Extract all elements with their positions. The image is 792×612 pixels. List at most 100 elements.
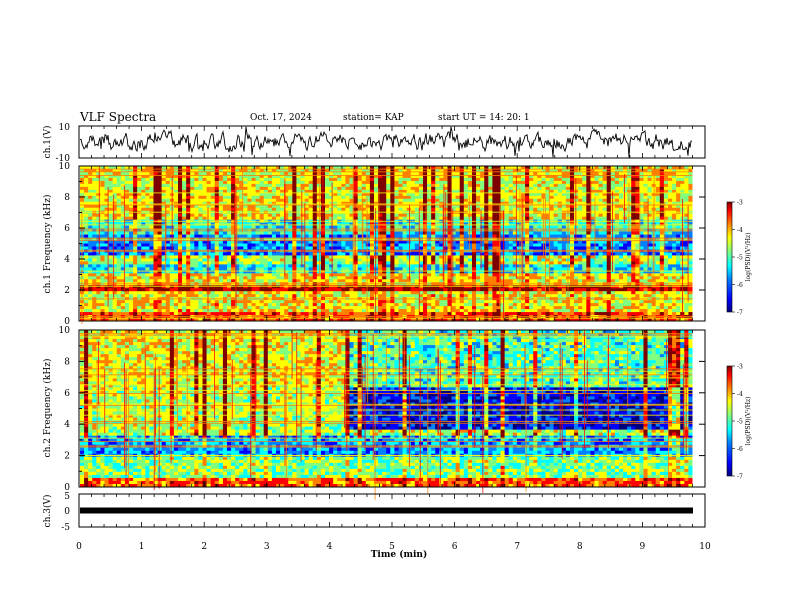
spectrogram-cell bbox=[153, 198, 158, 203]
spectrogram-cell bbox=[263, 192, 269, 197]
spectrogram-cell bbox=[316, 234, 322, 238]
spectrogram-cell bbox=[414, 312, 420, 316]
spectrogram-cell bbox=[378, 228, 383, 232]
spectrogram-cell bbox=[137, 300, 142, 304]
spectrogram-cell bbox=[357, 177, 363, 182]
spectrogram-cell bbox=[312, 189, 318, 194]
spectrogram-cell bbox=[206, 216, 212, 221]
spectrogram-cell bbox=[345, 309, 350, 313]
spectrogram-cell bbox=[390, 303, 395, 307]
spectrogram-cell bbox=[410, 174, 416, 179]
spectrogram-cell bbox=[227, 294, 232, 298]
spectrogram-cell bbox=[133, 201, 138, 206]
spectrogram-cell bbox=[247, 288, 252, 292]
spectrogram-cell bbox=[186, 216, 191, 221]
spectrogram-cell bbox=[324, 261, 330, 265]
spectrogram-cell bbox=[133, 264, 138, 268]
spectrogram-cell bbox=[394, 213, 399, 218]
spectrogram-cell bbox=[353, 243, 359, 247]
spectrogram-cell bbox=[243, 318, 248, 322]
spectrogram-cell bbox=[178, 186, 183, 191]
spectrogram-cell bbox=[255, 252, 261, 256]
spectrogram-cell bbox=[206, 267, 212, 271]
spectrogram-cell bbox=[382, 312, 387, 316]
spectrogram-cell bbox=[96, 303, 101, 307]
spectrogram-cell bbox=[288, 171, 293, 176]
spectrogram-cell bbox=[353, 198, 359, 203]
spectrogram-cell bbox=[157, 171, 163, 176]
spectrogram-cell bbox=[451, 255, 457, 259]
spectrogram-cell bbox=[435, 186, 440, 191]
spectrogram-cell bbox=[292, 252, 297, 256]
spectrogram-cell bbox=[394, 252, 399, 256]
spectrogram-cell bbox=[145, 225, 150, 229]
spectrogram-cell bbox=[157, 246, 163, 250]
spectrogram-cell bbox=[173, 252, 179, 256]
spectrogram-cell bbox=[288, 180, 293, 185]
spectrogram-cell bbox=[308, 207, 314, 212]
spectrogram-cell bbox=[324, 300, 330, 304]
spectrogram-cell bbox=[178, 207, 183, 212]
spectrogram-cell bbox=[284, 273, 289, 277]
spectrogram-cell bbox=[108, 234, 114, 238]
spectrogram-cell bbox=[104, 222, 109, 227]
spectrogram-cell bbox=[129, 207, 134, 212]
spectrogram-cell bbox=[398, 288, 403, 292]
spectrogram-cell bbox=[447, 306, 452, 310]
spectrogram-cell bbox=[308, 255, 314, 259]
spectrogram-cell bbox=[129, 240, 134, 244]
spectrogram-cell bbox=[112, 261, 118, 265]
spectrogram-cell bbox=[390, 174, 395, 179]
spectrogram-cell bbox=[341, 291, 346, 295]
spectrogram-cell bbox=[206, 222, 212, 227]
spectrogram-cell bbox=[341, 216, 346, 221]
spectrogram-cell bbox=[316, 255, 322, 259]
spectrogram-cell bbox=[427, 198, 432, 203]
spectrogram-cell bbox=[116, 264, 122, 268]
spectrogram-cell bbox=[406, 174, 412, 179]
spectrogram-cell bbox=[129, 276, 134, 280]
spectrogram-cell bbox=[169, 276, 175, 280]
spectrogram-cell bbox=[214, 186, 220, 191]
spectrogram-cell bbox=[320, 285, 326, 289]
spectrogram-cell bbox=[88, 195, 93, 200]
spectrogram-cell bbox=[451, 213, 457, 218]
spectrogram-cell bbox=[100, 318, 105, 322]
spectrogram-cell bbox=[357, 243, 363, 247]
spectrogram-cell bbox=[251, 306, 256, 310]
spectrogram-cell bbox=[186, 234, 191, 238]
spectrogram-cell bbox=[214, 306, 220, 310]
spectrogram-cell bbox=[112, 216, 118, 221]
spectrogram-cell bbox=[206, 276, 212, 280]
spectrogram-cell bbox=[435, 171, 440, 176]
spectrogram-cell bbox=[178, 306, 183, 310]
spectrogram-cell bbox=[255, 276, 261, 280]
spectrogram-cell bbox=[247, 294, 252, 298]
spectrogram-cell bbox=[398, 264, 403, 268]
spectrogram-cell bbox=[218, 246, 224, 250]
spectrogram-cell bbox=[337, 276, 342, 280]
spectrogram-cell bbox=[120, 180, 126, 185]
spectrogram-cell bbox=[157, 222, 163, 227]
spectrogram-cell bbox=[235, 258, 240, 262]
spectrogram-cell bbox=[145, 174, 150, 179]
spectrogram-cell bbox=[263, 174, 269, 179]
spectrogram-cell bbox=[112, 243, 118, 247]
spectrogram-cell bbox=[345, 195, 350, 200]
spectrogram-cell bbox=[255, 261, 261, 265]
spectrogram-cell bbox=[190, 285, 195, 289]
spectrogram-cell bbox=[320, 306, 326, 310]
spectrogram-cell bbox=[251, 180, 256, 185]
spectrogram-cell bbox=[329, 177, 334, 182]
spectrogram-cell bbox=[227, 189, 232, 194]
spectrogram-cell bbox=[443, 270, 448, 274]
spectrogram-cell bbox=[124, 261, 130, 265]
spectrogram-cell bbox=[178, 213, 183, 218]
spectrogram-cell bbox=[243, 312, 248, 316]
spectrogram-cell bbox=[133, 171, 138, 176]
spectrogram-cell bbox=[255, 306, 261, 310]
spectrogram-cell bbox=[361, 171, 367, 176]
spectrogram-cell bbox=[186, 174, 191, 179]
spectrogram-cell bbox=[337, 243, 342, 247]
spectrogram-cell bbox=[100, 258, 105, 262]
